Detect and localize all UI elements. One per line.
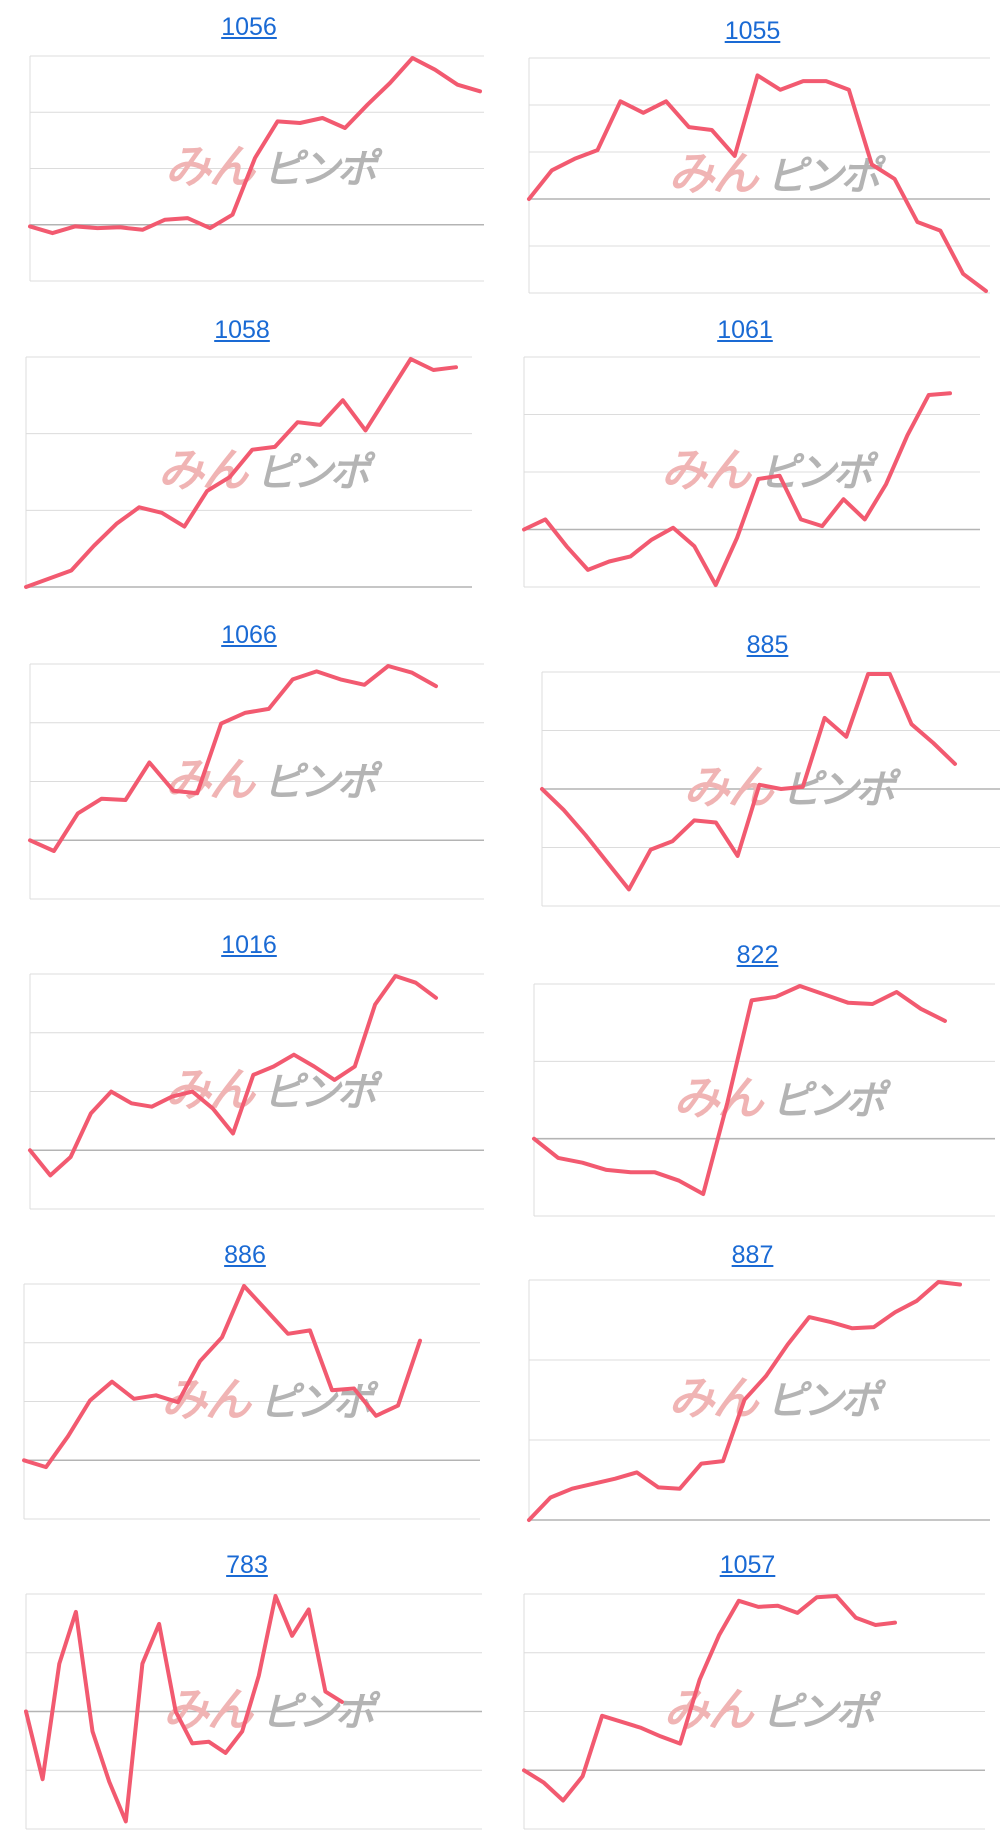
watermark-right: ピンポ	[762, 1690, 882, 1736]
chart-panel: 1056 みん ピンポ	[14, 12, 484, 284]
series-line	[28, 56, 482, 236]
line-chart: みん ピンポ	[28, 55, 484, 282]
series-line	[532, 984, 947, 1196]
chart-title-link[interactable]: 1055	[724, 17, 781, 45]
watermark-logo: みん ピンポ	[664, 1683, 885, 1737]
watermark-right: ピンポ	[263, 147, 383, 193]
watermark-right: ピンポ	[261, 1690, 381, 1736]
watermark-right: ピンポ	[767, 1378, 887, 1424]
chart-title-link[interactable]: 783	[226, 1551, 268, 1579]
chart-title-link[interactable]: 1056	[221, 13, 277, 41]
watermark-left: みん	[661, 443, 753, 497]
chart-title-link[interactable]: 1058	[214, 316, 270, 344]
chart-title-link[interactable]: 886	[224, 1241, 266, 1269]
watermark-left: みん	[669, 147, 761, 201]
line-chart: みん ピンポ	[24, 1593, 482, 1830]
watermark-logo: みん ピンポ	[661, 443, 882, 497]
chart-panel: 783 みん ピンポ	[12, 1550, 482, 1832]
line-chart: みん ピンポ	[532, 983, 995, 1217]
line-chart: みん ピンポ	[522, 356, 980, 588]
watermark-logo: みん ピンポ	[158, 443, 379, 497]
series-line	[24, 1594, 344, 1824]
watermark-right: ピンポ	[259, 1380, 379, 1426]
series-line	[527, 73, 988, 293]
chart-title-link[interactable]: 1057	[719, 1551, 776, 1579]
watermark-left: みん	[674, 1071, 766, 1125]
series-line	[527, 1280, 962, 1522]
chart-title-link[interactable]: 1066	[221, 621, 277, 649]
series-line	[22, 1284, 422, 1470]
watermark-left: みん	[664, 1683, 756, 1737]
series-line	[28, 974, 438, 1178]
watermark-logo: みん ピンポ	[669, 1371, 890, 1425]
chart-panel: 887 みん ピンポ	[515, 1240, 990, 1522]
line-chart: みん ピンポ	[540, 671, 1000, 907]
watermark-logo: みん ピンポ	[161, 1373, 382, 1427]
watermark-logo: みん ピンポ	[163, 1683, 384, 1737]
series-line	[24, 357, 458, 589]
watermark-right: ピンポ	[263, 760, 383, 806]
series-line	[522, 391, 952, 587]
chart-panel: 822 みん ピンポ	[520, 940, 995, 1218]
watermark-logo: みん ピンポ	[669, 147, 890, 201]
watermark-right: ピンポ	[759, 450, 879, 496]
watermark-left: みん	[165, 753, 257, 807]
watermark-right: ピンポ	[256, 450, 376, 496]
chart-panel: 1016 みん ピンポ	[14, 930, 484, 1212]
chart-title-link[interactable]: 1016	[221, 931, 277, 959]
watermark-logo: みん ピンポ	[165, 753, 386, 807]
watermark-right: ピンポ	[263, 1070, 383, 1116]
line-chart: みん ピンポ	[24, 356, 472, 589]
line-chart: みん ピンポ	[527, 57, 990, 294]
line-chart: みん ピンポ	[28, 973, 484, 1210]
chart-panel: 1061 みん ピンポ	[510, 315, 980, 589]
chart-title-link[interactable]: 1061	[717, 316, 773, 344]
chart-panel: 1058 みん ピンポ	[12, 315, 472, 589]
watermark-logo: みん ピンポ	[165, 140, 386, 194]
chart-panel: 1066 みん ピンポ	[14, 620, 484, 902]
line-chart: みん ピンポ	[522, 1593, 985, 1830]
watermark-logo: みん ピンポ	[674, 1071, 895, 1125]
watermark-logo: みん ピンポ	[165, 1063, 386, 1117]
watermark-right: ピンポ	[772, 1078, 892, 1124]
chart-panel: 886 みん ピンポ	[10, 1240, 480, 1522]
watermark-right: ピンポ	[782, 767, 902, 813]
chart-panel: 1055 みん ピンポ	[515, 16, 990, 296]
chart-title-link[interactable]: 887	[731, 1241, 774, 1269]
chart-title-link[interactable]: 822	[736, 941, 779, 969]
watermark-left: みん	[161, 1373, 253, 1427]
line-chart: みん ピンポ	[22, 1283, 480, 1520]
chart-title-link[interactable]: 885	[746, 631, 789, 659]
chart-panel: 1057 みん ピンポ	[510, 1550, 985, 1832]
line-chart: みん ピンポ	[527, 1279, 990, 1522]
watermark-logo: みん ピンポ	[684, 760, 905, 814]
line-chart: みん ピンポ	[28, 663, 484, 900]
chart-panel: 885 みん ピンポ	[530, 630, 1000, 908]
series-line	[540, 672, 957, 892]
series-line	[522, 1594, 897, 1803]
series-line	[28, 664, 438, 853]
